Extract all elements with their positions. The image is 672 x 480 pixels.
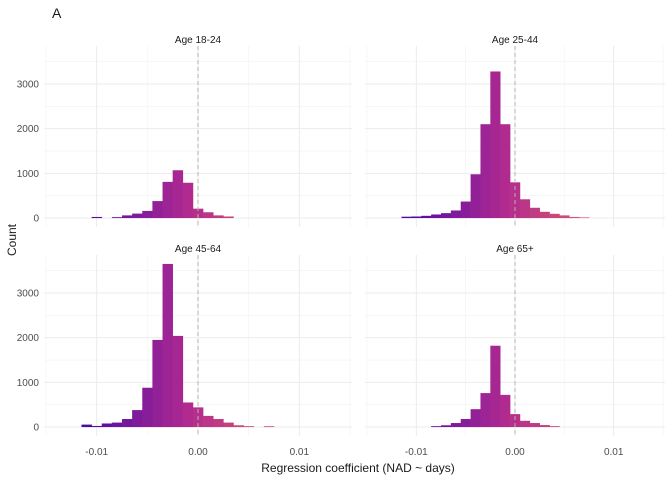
histogram-bar — [490, 71, 501, 219]
histogram-bar — [182, 182, 194, 219]
histogram-bar — [470, 409, 481, 428]
histogram-bar — [440, 213, 452, 219]
facet-title: Age 18-24 — [175, 35, 222, 46]
histogram-bar — [440, 425, 452, 428]
histogram-bar — [142, 387, 153, 428]
histogram-bar — [470, 174, 481, 219]
x-tick-label: 0.00 — [505, 447, 525, 458]
histogram-bar — [539, 211, 550, 219]
histogram-bar — [529, 423, 540, 428]
histogram-bar — [549, 426, 560, 428]
x-tick-label: -0.01 — [85, 447, 108, 458]
histogram-bar — [122, 215, 133, 219]
histogram-bar — [223, 422, 234, 428]
histogram-bar — [192, 208, 204, 219]
histogram-bar — [101, 423, 113, 428]
histogram-bar — [162, 181, 173, 219]
y-tick-label: 1000 — [17, 169, 40, 180]
histogram-bar — [223, 216, 234, 219]
histogram-bar — [500, 124, 511, 219]
x-tick-label: 0.00 — [188, 447, 208, 458]
histogram-bar — [132, 410, 143, 428]
histogram-bar — [142, 210, 153, 219]
histogram-bar — [401, 216, 412, 219]
x-tick-label: 0.01 — [290, 447, 310, 458]
facet-title: Age 65+ — [496, 244, 534, 255]
histogram-bar — [172, 335, 184, 428]
histogram-bar — [549, 213, 560, 219]
histogram-bar — [111, 422, 123, 428]
histogram-bar — [263, 426, 275, 428]
x-tick-label: 0.01 — [604, 447, 624, 458]
histogram-bar — [182, 402, 194, 428]
histogram-bar — [91, 216, 103, 219]
histogram-bar — [431, 214, 442, 219]
histogram-bar — [500, 394, 511, 428]
histogram-bar — [172, 170, 184, 219]
y-tick-label: 0 — [33, 423, 39, 434]
histogram-bar — [460, 419, 471, 428]
histogram-bar — [450, 210, 462, 219]
histogram-bar — [243, 426, 255, 428]
histogram-bar — [529, 207, 540, 219]
histogram-bar — [411, 216, 422, 219]
x-tick-label: -0.01 — [405, 447, 428, 458]
histogram-bar — [233, 425, 244, 428]
histogram-bar — [539, 425, 550, 428]
y-tick-label: 0 — [33, 214, 39, 225]
histogram-bar — [421, 215, 432, 219]
histogram-bar — [162, 263, 173, 428]
y-tick-label: 2000 — [17, 124, 40, 135]
histogram-bar — [152, 339, 163, 428]
histogram-bar — [203, 212, 214, 219]
histogram-bar — [519, 420, 531, 428]
panel-tag: A — [52, 5, 62, 21]
histogram-bar — [81, 424, 92, 428]
histogram-bar — [559, 215, 570, 219]
histogram-bar — [203, 415, 214, 428]
histogram-bar — [122, 419, 133, 428]
histogram-bar — [450, 423, 462, 428]
x-axis-title: Regression coefficient (NAD ~ days) — [261, 461, 455, 475]
y-tick-label: 3000 — [17, 79, 40, 90]
y-axis-title: Count — [5, 223, 19, 256]
y-tick-label: 3000 — [17, 288, 40, 299]
histogram-bar — [480, 393, 491, 428]
y-tick-label: 1000 — [17, 378, 40, 389]
histogram-bar — [480, 124, 491, 219]
histogram-bar — [213, 419, 224, 428]
y-tick-label: 2000 — [17, 333, 40, 344]
histogram-bar — [213, 215, 224, 219]
facet-title: Age 25-44 — [492, 35, 539, 46]
histogram-bar — [111, 217, 123, 219]
facet-title: Age 45-64 — [175, 244, 222, 255]
histogram-bar — [91, 425, 103, 428]
histogram-bar — [152, 201, 163, 219]
histogram-bar — [510, 414, 521, 428]
histogram-bar — [460, 201, 471, 219]
histogram-bar — [579, 217, 590, 219]
histogram-bar — [132, 213, 143, 219]
histogram-bar — [490, 345, 501, 428]
histogram-bar — [519, 199, 531, 219]
histogram-bar — [431, 426, 442, 428]
histogram-bar — [569, 216, 580, 219]
